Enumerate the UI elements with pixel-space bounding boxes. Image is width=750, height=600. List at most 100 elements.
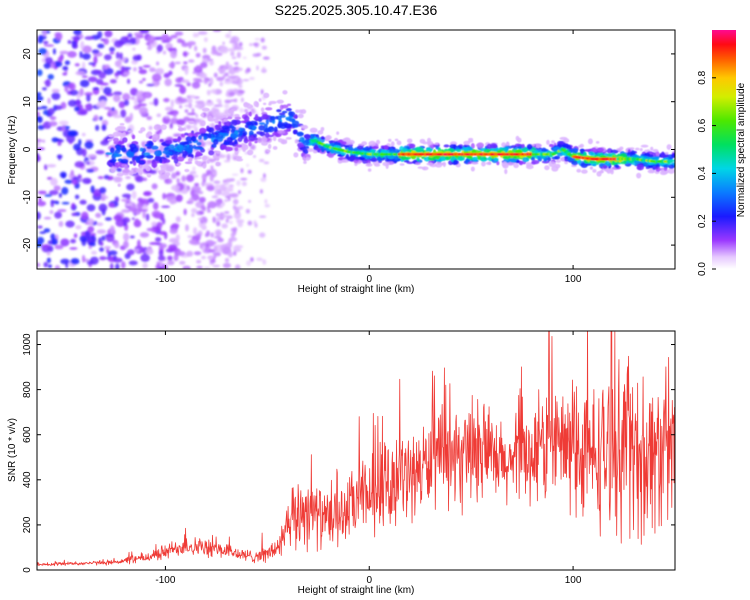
noise-blob — [50, 177, 58, 186]
ridge-blob — [261, 137, 268, 143]
noise-blob — [231, 80, 241, 85]
ridge-blob — [305, 156, 310, 161]
ridge-blob — [240, 134, 245, 140]
noise-blob — [78, 139, 82, 146]
noise-blob — [45, 56, 53, 64]
ridge-blob — [592, 169, 597, 173]
ridge-blob — [304, 134, 311, 140]
noise-blob — [192, 227, 198, 235]
noise-blob — [100, 85, 104, 91]
noise-blob — [129, 235, 135, 239]
noise-blob — [103, 67, 114, 75]
ridge-blob — [306, 148, 315, 152]
ridge-blob — [121, 172, 129, 176]
ridge-blob — [151, 145, 159, 150]
noise-blob — [207, 99, 211, 103]
noise-blob — [71, 40, 77, 49]
ridge-blob — [476, 142, 485, 149]
ridge-blob — [281, 104, 289, 109]
noise-blob — [156, 61, 160, 66]
noise-blob — [58, 120, 69, 126]
noise-blob — [231, 173, 239, 176]
noise-blob — [84, 91, 94, 97]
noise-blob — [81, 45, 92, 54]
noise-blob — [221, 201, 225, 207]
ridge-blob — [445, 156, 450, 161]
noise-blob — [240, 177, 248, 181]
ridge-blob — [630, 150, 636, 156]
ridge-blob — [236, 144, 243, 148]
noise-blob — [102, 65, 109, 70]
noise-blob — [86, 218, 95, 226]
noise-blob — [207, 255, 214, 261]
ridge-blob — [249, 120, 258, 126]
noise-blob — [132, 47, 136, 51]
noise-blob — [206, 89, 211, 96]
ridge-blob — [336, 131, 340, 135]
ridge-blob — [303, 160, 307, 165]
noise-blob — [196, 211, 200, 216]
noise-blob — [215, 200, 222, 207]
noise-blob — [122, 217, 131, 224]
noise-blob — [122, 209, 128, 213]
ridge-blob — [583, 151, 587, 158]
ridge-blob — [151, 135, 159, 141]
ridge-blob — [107, 138, 113, 142]
ridge-blob — [615, 164, 620, 169]
ridge-blob — [138, 164, 144, 170]
ridge-blob — [604, 160, 611, 167]
noise-blob — [183, 61, 188, 65]
noise-blob — [67, 39, 72, 45]
noise-blob — [54, 244, 64, 250]
noise-blob — [161, 205, 171, 209]
ridge-blob — [292, 129, 298, 135]
noise-blob — [179, 105, 183, 109]
ridge-blob — [509, 158, 517, 163]
ridge-blob — [635, 147, 640, 151]
ridge-blob — [253, 133, 257, 138]
ridge-blob — [652, 149, 659, 153]
noise-blobs — [37, 30, 271, 269]
ridge-blob — [254, 140, 258, 144]
noise-blob — [70, 238, 77, 244]
noise-blob — [136, 201, 144, 211]
noise-blob — [59, 171, 67, 178]
noise-blob — [228, 184, 234, 188]
ridge-blob — [299, 146, 306, 151]
ridge-blob — [390, 141, 395, 147]
ridge-blob — [365, 163, 373, 167]
ridge-blob — [610, 149, 619, 154]
noise-blob — [263, 161, 270, 165]
noise-blob — [232, 66, 240, 71]
noise-blob — [37, 95, 44, 102]
noise-blob — [146, 116, 153, 121]
noise-blob — [87, 226, 95, 233]
ridge-blob — [177, 127, 184, 132]
x-tick-label: -100 — [155, 575, 175, 586]
ridge-blob — [370, 157, 378, 163]
ridge-blob — [502, 163, 509, 169]
noise-blob — [42, 30, 47, 37]
noise-blob — [192, 32, 198, 38]
ridge-blob — [234, 139, 238, 145]
ridge-blob — [298, 109, 303, 114]
ridge-blob — [650, 146, 654, 151]
noise-blob — [113, 214, 123, 221]
noise-blob — [68, 83, 74, 89]
noise-blob — [158, 249, 164, 257]
noise-blob — [37, 200, 47, 207]
noise-blob — [194, 183, 200, 187]
ridge-blob — [334, 141, 341, 146]
noise-blob — [87, 154, 97, 158]
colorbar: 0.0 0.2 0.4 0.6 0.8 Normalized spectral ampl… — [697, 30, 747, 276]
noise-blob — [224, 199, 229, 202]
ridge-blob — [561, 143, 569, 148]
noise-blob — [223, 181, 229, 186]
noise-blob — [98, 203, 108, 212]
ridge-blob — [278, 112, 286, 116]
noise-blob — [213, 235, 222, 239]
noise-blob — [241, 181, 247, 187]
noise-blob — [207, 110, 213, 118]
ridge-blob — [200, 113, 205, 117]
ridge-blob — [483, 148, 491, 153]
